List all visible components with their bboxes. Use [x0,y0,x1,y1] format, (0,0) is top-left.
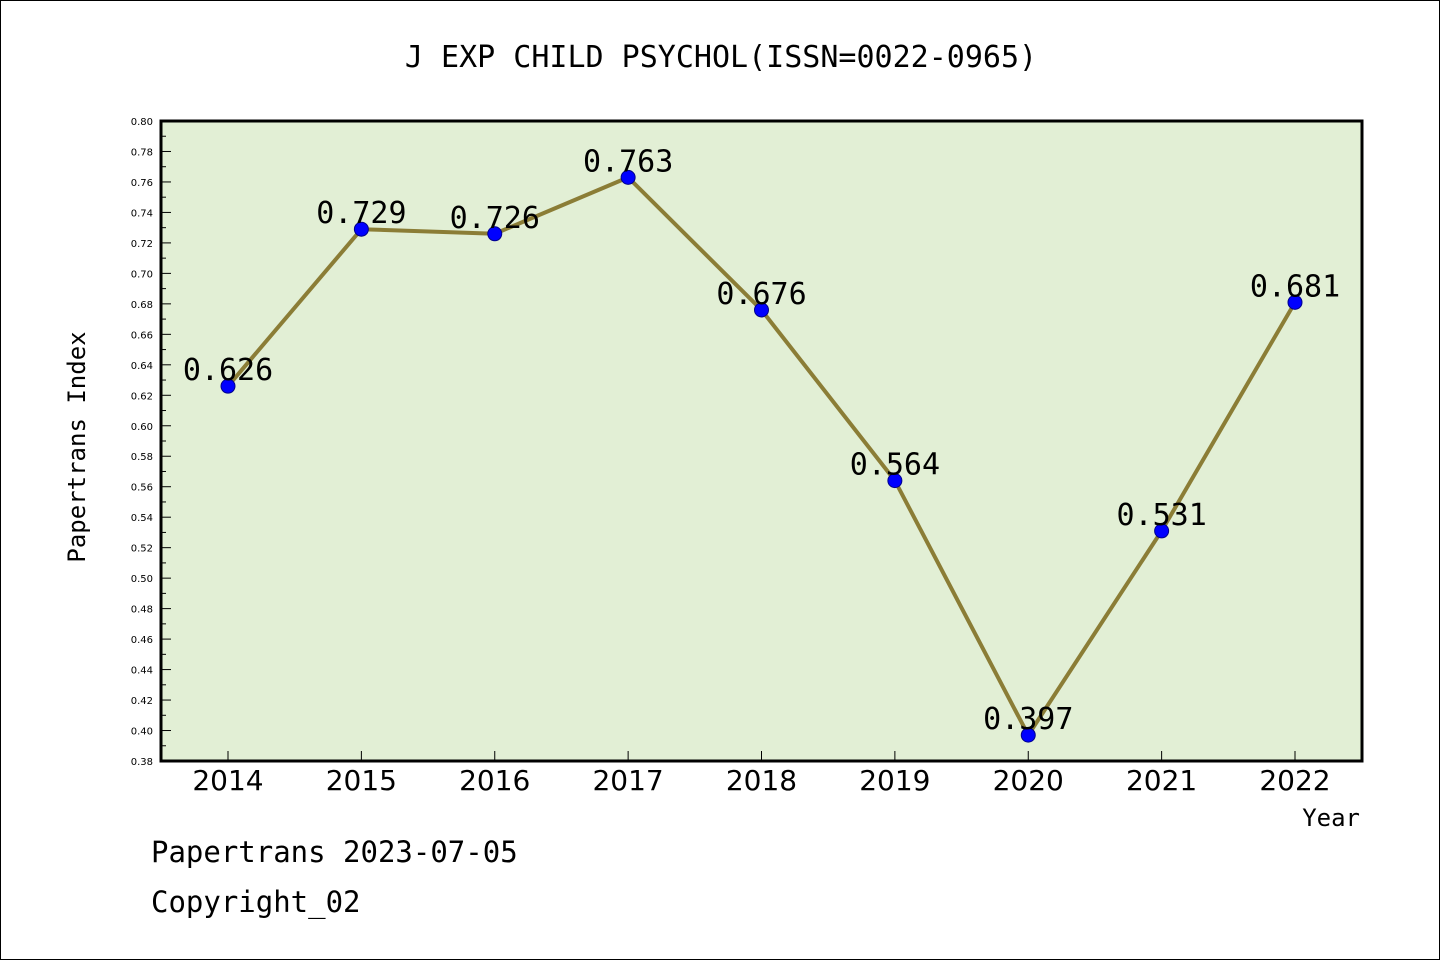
chart-title: J EXP CHILD PSYCHOL(ISSN=0022-0965) [405,40,1037,75]
data-point [1020,727,1036,743]
data-label: 0.531 [1116,498,1206,533]
y-tick-label: 0.44 [131,666,153,677]
x-tick-label: 2019 [859,764,930,797]
y-tick-label: 0.68 [131,300,153,311]
data-label: 0.681 [1250,269,1340,304]
footer-date: Papertrans 2023-07-05 [151,835,518,869]
y-tick-label: 0.42 [131,696,153,707]
y-tick-label: 0.72 [131,239,153,250]
y-tick-label: 0.70 [131,269,153,280]
y-tick-label: 0.76 [131,178,153,189]
y-tick-label: 0.46 [131,635,153,646]
data-label: 0.564 [850,448,940,483]
y-tick-label: 0.64 [131,361,153,372]
y-axis-title: Papertrans Index [63,331,91,562]
data-label: 0.726 [450,201,540,236]
x-tick-label: 2022 [1259,764,1330,797]
data-label: 0.729 [316,196,406,231]
x-tick-label: 2017 [592,764,663,797]
x-axis-title: Year [1302,804,1360,832]
data-labels: 0.626 0.729 0.726 0.763 0.676 0.564 0.397 0.531… [183,144,1340,737]
data-point [620,169,636,185]
data-point [220,378,236,394]
y-tick-label: 0.74 [131,208,153,219]
y-tick-label: 0.50 [131,574,153,585]
data-point [1287,294,1303,310]
data-point [754,302,769,318]
y-tick-label: 0.78 [131,147,153,158]
data-point [353,221,369,237]
x-tick-label: 2021 [1126,764,1197,797]
plot-frame [159,119,1364,763]
y-tick-label: 0.66 [131,330,153,341]
data-label: 0.626 [183,353,273,388]
y-tick-label: 0.54 [131,513,153,524]
footer-copyright: Copyright_02 [151,885,361,919]
data-point [1154,523,1170,539]
y-tick-label: 0.60 [131,422,153,433]
y-tick-label: 0.48 [131,605,153,616]
data-label: 0.763 [583,144,673,179]
x-tick-label: 2020 [993,764,1064,797]
data-markers [220,169,1303,743]
x-tick-label: 2014 [192,764,263,797]
y-tick-label: 0.52 [131,544,153,555]
x-tick-label: 2018 [726,764,797,797]
y-tick-label: 0.62 [131,391,153,402]
data-point [887,473,903,489]
y-tick-label: 0.56 [131,483,153,494]
y-tick-label: 0.38 [131,757,153,768]
y-tick-label: 0.58 [131,452,153,463]
data-label: 0.397 [983,702,1073,737]
x-tick-label: 2015 [326,764,397,797]
data-label: 0.676 [716,277,806,312]
x-tick-label: 2016 [459,764,530,797]
y-tick-label: 0.80 [131,117,153,128]
data-point [487,226,503,242]
axis-ticks: 0.38 0.40 0.42 0.44 0.46 0.48 0.50 0.52 0.54 0.56… [131,117,1331,797]
y-tick-label: 0.40 [131,727,153,738]
